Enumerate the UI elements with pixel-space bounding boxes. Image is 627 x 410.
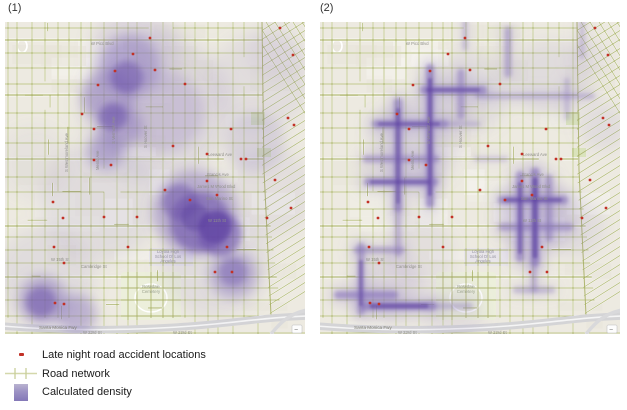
svg-text:Cambridge St: Cambridge St — [396, 264, 422, 269]
svg-text:W 11th St: W 11th St — [208, 218, 227, 223]
svg-text:S Vermont Ave: S Vermont Ave — [426, 116, 431, 144]
svg-text:Francis Ave: Francis Ave — [522, 172, 544, 177]
panel-1-label: (1) — [8, 2, 22, 14]
legend-item-calculated-density: Calculated density — [2, 383, 302, 403]
svg-text:James M Wood Blvd: James M Wood Blvd — [197, 184, 236, 189]
svg-text:Francis Ave: Francis Ave — [207, 172, 229, 177]
density-gradient-swatch — [14, 384, 28, 401]
svg-text:James M Wood Blvd: James M Wood Blvd — [512, 184, 551, 189]
svg-text:W 11th St: W 11th St — [523, 218, 542, 223]
svg-text:S Hoover St: S Hoover St — [458, 125, 463, 148]
svg-text:W 23rd St: W 23rd St — [83, 330, 102, 334]
svg-text:W Pico Blvd: W Pico Blvd — [406, 41, 429, 46]
svg-text:San Marino St: San Marino St — [521, 196, 548, 201]
svg-text:S Vermont Ave: S Vermont Ave — [111, 116, 116, 144]
svg-text:W 15th St: W 15th St — [51, 257, 70, 262]
legend-label-road-network: Road network — [42, 367, 110, 380]
legend: Late night road accident locations Road … — [2, 345, 302, 403]
svg-text:–: – — [295, 328, 299, 334]
svg-text:S Westmoreland Ave: S Westmoreland Ave — [379, 132, 384, 172]
svg-text:Leeward Ave: Leeward Ave — [523, 152, 548, 157]
svg-text:W 23rd St: W 23rd St — [488, 330, 507, 334]
svg-text:Menlo Ave: Menlo Ave — [410, 150, 415, 170]
svg-text:San Marino St: San Marino St — [206, 196, 233, 201]
panel-2-label: (2) — [320, 2, 334, 14]
road-network-icon — [5, 368, 37, 379]
map-panel-kernel-density: W Pico Blvd S Vermont Ave Menlo Ave S Westm… — [5, 22, 305, 334]
svg-text:Menlo Ave: Menlo Ave — [95, 150, 100, 170]
svg-text:Santa Monica Fwy: Santa Monica Fwy — [39, 325, 77, 330]
svg-text:W 15th St: W 15th St — [366, 257, 385, 262]
accident-point-icon — [18, 353, 24, 356]
svg-text:W 23rd St: W 23rd St — [398, 330, 417, 334]
svg-text:Cambridge St: Cambridge St — [81, 264, 107, 269]
legend-item-accident-locations: Late night road accident locations — [2, 345, 302, 364]
svg-text:W 23rd St: W 23rd St — [173, 330, 192, 334]
svg-text:Santa Monica Fwy: Santa Monica Fwy — [354, 325, 392, 330]
svg-text:–: – — [610, 328, 614, 334]
legend-label-calculated-density: Calculated density — [42, 386, 132, 398]
legend-label-accident-locations: Late night road accident locations — [42, 348, 206, 361]
svg-text:Leeward Ave: Leeward Ave — [208, 152, 233, 157]
svg-text:S Westmoreland Ave: S Westmoreland Ave — [64, 132, 69, 172]
kernel-density-map-canvas: W Pico Blvd S Vermont Ave Menlo Ave S Westm… — [5, 22, 305, 334]
svg-text:W Pico Blvd: W Pico Blvd — [91, 41, 114, 46]
map-panel-network-density: W Pico Blvd S Vermont Ave Menlo Ave S Westm… — [320, 22, 620, 334]
legend-item-road-network: Road network — [2, 364, 302, 383]
svg-text:S Hoover St: S Hoover St — [143, 125, 148, 148]
network-density-map-canvas: W Pico Blvd S Vermont Ave Menlo Ave S Westm… — [320, 22, 620, 334]
